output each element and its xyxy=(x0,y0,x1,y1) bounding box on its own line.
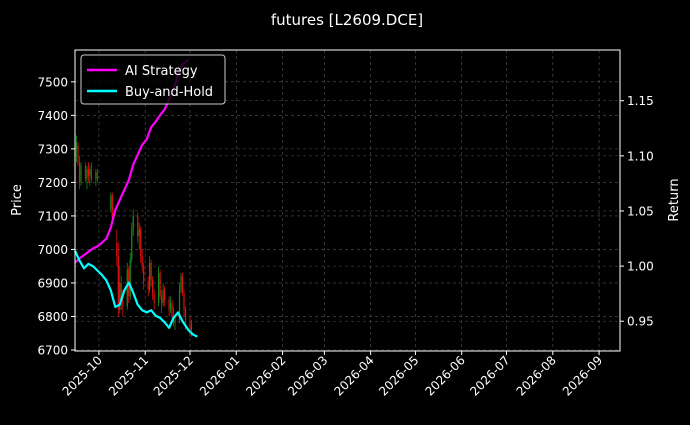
candle-body xyxy=(152,279,154,294)
candle-body xyxy=(183,293,185,310)
candle-body xyxy=(169,303,172,310)
y-tick-label: 7200 xyxy=(37,176,68,190)
candle-body xyxy=(162,289,164,304)
candle-body xyxy=(89,168,91,176)
candle-body xyxy=(84,165,87,180)
candle-body xyxy=(184,309,187,324)
chart-title: futures [L2609.DCE] xyxy=(271,11,423,29)
y2-tick-label: 0.95 xyxy=(627,315,654,329)
candle-body xyxy=(120,282,122,300)
candle-body xyxy=(111,195,113,216)
y2-tick-label: 1.10 xyxy=(627,149,654,163)
y2-tick-label: 1.15 xyxy=(627,94,654,108)
candle-body xyxy=(132,215,134,230)
candle-body xyxy=(181,276,184,294)
candle-body xyxy=(116,242,118,257)
y2-tick-label: 1.05 xyxy=(627,204,654,218)
y-tick-label: 7000 xyxy=(37,243,68,257)
candle-body xyxy=(153,293,155,304)
candle-body xyxy=(96,172,98,180)
candle-body xyxy=(161,296,163,304)
buy-and-hold-line xyxy=(73,250,198,338)
candle-body xyxy=(119,282,121,310)
candle-body xyxy=(150,262,152,280)
candle-body xyxy=(126,269,128,307)
candle-body xyxy=(137,215,139,237)
candle-body xyxy=(171,303,173,317)
candle-body xyxy=(174,319,176,324)
candle-body xyxy=(141,256,143,267)
y-tick-label: 6700 xyxy=(37,343,68,357)
y-axis-right: 0.95 1.00 1.05 1.10 1.15 xyxy=(620,94,654,329)
y-tick-label: 7100 xyxy=(37,209,68,223)
candle-body xyxy=(159,272,161,297)
candle-body xyxy=(178,289,181,320)
y-tick-label: 7300 xyxy=(37,142,68,156)
candle-body xyxy=(131,229,133,260)
y2-tick-label: 1.00 xyxy=(627,260,654,274)
plot-frame xyxy=(74,49,621,352)
y-tick-label: 7400 xyxy=(37,109,68,123)
candle-body xyxy=(189,323,191,330)
candle-body xyxy=(86,168,88,180)
candles xyxy=(74,135,193,337)
candle-body xyxy=(117,256,119,310)
candle-body xyxy=(77,145,79,163)
candle-body xyxy=(80,165,82,183)
candle-body xyxy=(110,195,112,210)
candle-body xyxy=(180,276,182,290)
candle-body xyxy=(78,162,81,183)
candle-body xyxy=(140,229,142,257)
candle-body xyxy=(143,266,145,283)
candle-body xyxy=(90,168,93,180)
legend-label-bh: Buy-and-Hold xyxy=(125,85,213,100)
y-tick-label: 6800 xyxy=(37,310,68,324)
candle-body xyxy=(158,272,160,304)
y-tick-label: 6900 xyxy=(37,276,68,290)
candle-body xyxy=(190,326,193,330)
candle-body xyxy=(168,299,170,310)
candle-body xyxy=(87,168,90,176)
candle-body xyxy=(149,262,151,290)
candle-body xyxy=(95,172,97,180)
candle-body xyxy=(147,282,149,290)
candle-body xyxy=(129,259,131,297)
candle-body xyxy=(122,299,124,307)
candle-body xyxy=(163,289,166,300)
y-axis-left: 6700 6800 6900 7000 7100 7200 7300 7400 7500 xyxy=(37,75,75,357)
legend-label-ai: AI Strategy xyxy=(125,64,198,79)
y2-axis-label: Return xyxy=(667,178,682,221)
y-tick-label: 7500 xyxy=(37,75,68,89)
y-axis-label: Price xyxy=(10,184,25,216)
legend: AI Strategy Buy-and-Hold xyxy=(80,54,226,105)
candle-body xyxy=(138,229,140,237)
candle-body xyxy=(75,142,78,149)
